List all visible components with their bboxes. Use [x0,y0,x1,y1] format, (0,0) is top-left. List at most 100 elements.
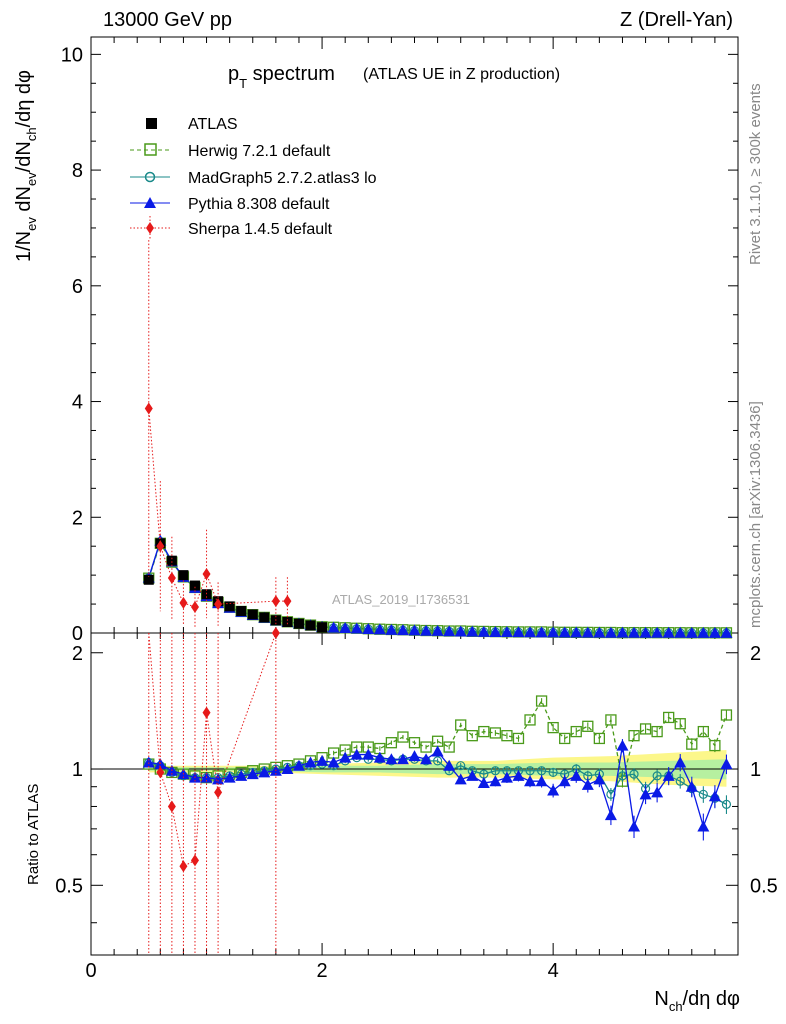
ratio-marker-herwig [525,715,535,725]
main-line-madgraph [149,542,727,633]
main-line-herwig [149,543,727,633]
header-right: Z (Drell-Yan) [620,9,733,31]
ratio-marker-herwig [398,732,408,742]
plot-title: pT spectrum [228,63,335,91]
main-marker-atlas [236,606,246,616]
ratio-marker-pythia [409,750,421,761]
legend-label-herwig: Herwig 7.2.1 default [188,143,331,160]
main-marker-sherpa [283,595,291,607]
ratio-marker-herwig [675,719,685,729]
ratio-marker-pythia [709,790,721,801]
main-marker-sherpa [272,595,280,607]
ratio-frame [91,633,738,955]
ratio-marker-sherpa [179,860,187,872]
ratio-y-tick-label-right: 1 [750,759,761,781]
legend-label-madgraph: MadGraph5 2.7.2.atlas3 lo [188,170,377,187]
ratio-marker-herwig [721,710,731,720]
main-marker-atlas [259,612,269,622]
main-y-tick-label: 4 [72,392,83,414]
main-marker-atlas [317,622,327,632]
ratio-marker-sherpa [203,707,211,719]
ratio-marker-herwig [560,733,570,743]
ratio-marker-sherpa [168,800,176,812]
y-axis-label-main: 1/Nev dNev/dNch/dη dφ [13,70,39,262]
ratio-marker-sherpa [214,786,222,798]
legend-label-pythia: Pythia 8.308 default [188,196,330,213]
ratio-marker-herwig [629,731,639,741]
ratio-marker-herwig [421,742,431,752]
ratio-marker-herwig [687,739,697,749]
ratio-y-tick-label-left: 1 [72,759,83,781]
legend-marker-atlas [146,118,157,129]
ratio-marker-pythia [651,786,663,797]
ratio-y-tick-label-right: 2 [750,643,761,665]
plot-title-paren: (ATLAS UE in Z production) [363,66,560,83]
main-y-tick-label: 6 [72,276,83,298]
main-y-tick-label: 8 [72,160,83,182]
ratio-line-sherpa [149,633,276,866]
ratio-marker-pythia [547,784,559,795]
main-marker-atlas [178,570,188,580]
ratio-marker-herwig [571,727,581,737]
y-axis-label-ratio: Ratio to ATLAS [25,784,42,885]
ratio-y-tick-label-right: 0.5 [750,875,778,897]
ratio-marker-pythia [605,809,617,820]
main-line-pythia [149,541,727,633]
ratio-marker-herwig [386,738,396,748]
ratio-marker-pythia [628,820,640,831]
ratio-marker-herwig [710,741,720,751]
x-tick-label: 2 [317,960,328,982]
ratio-marker-herwig [490,728,500,738]
rivet-label: Rivet 3.1.10, ≥ 300k events [747,83,764,265]
ratio-marker-herwig [410,738,420,748]
ratio-marker-herwig [698,727,708,737]
ratio-marker-herwig [479,727,489,737]
ratio-marker-herwig [513,733,523,743]
ratio-marker-pythia [432,746,444,757]
main-marker-atlas [190,581,200,591]
x-tick-label: 4 [548,960,559,982]
ratio-y-tick-label-left: 0.5 [55,875,83,897]
ratio-marker-herwig [456,720,466,730]
main-marker-sherpa [168,572,176,584]
ratio-marker-herwig [606,715,616,725]
main-marker-sherpa [179,597,187,609]
ratio-marker-herwig [652,727,662,737]
ratio-marker-herwig [433,736,443,746]
main-marker-sherpa [145,402,153,414]
main-marker-atlas [306,620,316,630]
x-tick-label: 0 [85,960,96,982]
ratio-marker-herwig [537,696,547,706]
mcplots-label: mcplots.cern.ch [arXiv:1306.3436] [747,401,764,628]
legend: ATLAS Herwig 7.2.1 default MadGraph5 2.7… [130,116,377,240]
ratio-marker-herwig [502,731,512,741]
ratio-marker-herwig [444,742,454,752]
main-marker-atlas [282,617,292,627]
ratio-marker-herwig [548,723,558,733]
legend-label-atlas: ATLAS [188,116,238,133]
header-left: 13000 GeV pp [103,9,232,31]
analysis-watermark: ATLAS_2019_I1736531 [332,592,470,607]
legend-label-sherpa: Sherpa 1.4.5 default [188,221,333,238]
ratio-marker-herwig [664,712,674,722]
x-axis-label: Nch/dη dφ [654,988,740,1014]
main-marker-atlas [248,609,258,619]
ratio-marker-herwig [641,724,651,734]
ratio-marker-pythia [697,820,709,831]
ratio-marker-pythia [616,740,628,751]
ratio-marker-herwig [467,731,477,741]
ratio-y-tick-label-left: 2 [72,643,83,665]
main-marker-atlas [202,589,212,599]
main-y-tick-label: 2 [72,507,83,529]
main-y-tick-label: 10 [61,44,83,66]
legend-marker-sherpa [146,222,154,234]
main-y-tick-label: 0 [72,623,83,645]
ratio-marker-herwig [583,721,593,731]
main-marker-sherpa [203,568,211,580]
main-marker-atlas [294,619,304,629]
ratio-marker-herwig [594,733,604,743]
chart-svg: 13000 GeV pp Z (Drell-Yan) pT spectrum (… [0,0,786,1024]
main-marker-atlas [167,556,177,566]
ratio-marker-sherpa [191,854,199,866]
